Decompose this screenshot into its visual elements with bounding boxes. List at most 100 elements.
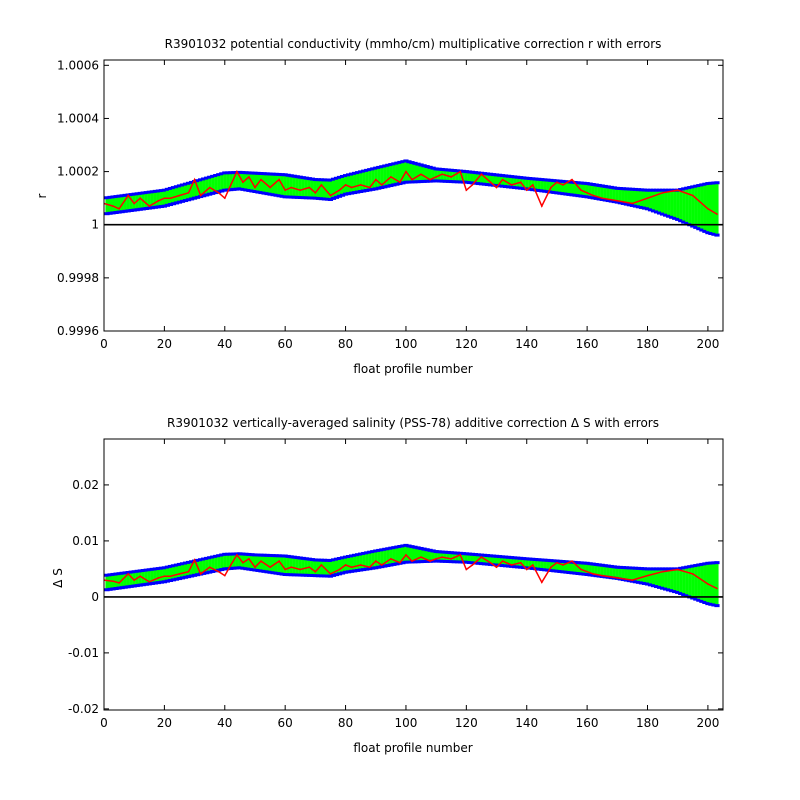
estimate-point bbox=[531, 564, 534, 566]
estimate-point bbox=[646, 574, 649, 577]
estimate-point bbox=[495, 566, 498, 569]
estimate-point bbox=[163, 197, 166, 199]
estimate-point bbox=[601, 197, 604, 199]
estimate-point bbox=[450, 176, 453, 178]
estimate-point bbox=[350, 186, 353, 189]
estimate-point bbox=[465, 568, 468, 571]
estimate-point bbox=[465, 189, 468, 191]
estimate-point bbox=[163, 575, 166, 577]
estimate-point bbox=[148, 580, 151, 583]
chart-title: R3901032 vertically-averaged salinity (P… bbox=[167, 416, 659, 430]
estimate-point bbox=[278, 178, 280, 181]
estimate-point bbox=[329, 573, 332, 575]
estimate-point bbox=[471, 184, 474, 186]
estimate-point bbox=[299, 189, 302, 191]
y-tick-label: 0.02 bbox=[72, 478, 99, 492]
estimate-point bbox=[290, 566, 293, 569]
estimate-point bbox=[495, 186, 498, 189]
estimate-point bbox=[459, 554, 462, 556]
estimate-point bbox=[368, 186, 371, 189]
estimate-point bbox=[344, 184, 347, 186]
estimate-point bbox=[692, 194, 694, 197]
estimate-point bbox=[571, 178, 573, 181]
plot-area: 0 20 40 60 80 100 120 140 160 180 200 0.9996 0.9998 1… bbox=[57, 58, 724, 351]
estimate-point bbox=[208, 186, 211, 189]
estimate-point bbox=[199, 194, 202, 197]
y-tick-label: -0.02 bbox=[68, 702, 99, 716]
estimate-point bbox=[127, 573, 129, 575]
plot-frame bbox=[103, 438, 724, 711]
estimate-point bbox=[550, 566, 552, 569]
estimate-point bbox=[178, 194, 181, 197]
estimate-point bbox=[217, 192, 220, 194]
estimate-point bbox=[338, 568, 341, 571]
x-tick-label: 40 bbox=[217, 716, 232, 730]
estimate-series-line bbox=[104, 169, 718, 215]
chart-title: R3901032 potential conductivity (mmho/cm… bbox=[165, 37, 662, 51]
x-axis-label: float profile number bbox=[353, 362, 472, 376]
plot-content bbox=[104, 543, 723, 608]
estimate-point bbox=[592, 194, 594, 197]
x-tick-label: 0 bbox=[100, 337, 108, 351]
estimate-point bbox=[399, 181, 401, 184]
estimate-point bbox=[501, 178, 504, 181]
estimate-point bbox=[541, 581, 543, 584]
estimate-point bbox=[359, 564, 362, 566]
y-axis-label: r bbox=[35, 193, 49, 198]
estimate-point bbox=[329, 194, 332, 197]
conductivity-correction-panel: R3901032 potential conductivity (mmho/cm… bbox=[35, 37, 724, 376]
estimate-point bbox=[556, 561, 558, 564]
estimate-point bbox=[299, 568, 302, 571]
x-tick-label: 100 bbox=[394, 337, 417, 351]
estimate-point bbox=[148, 205, 151, 207]
x-tick-label: 160 bbox=[576, 716, 599, 730]
estimate-point bbox=[631, 579, 634, 581]
estimate-point bbox=[692, 573, 694, 575]
estimate-point bbox=[112, 205, 114, 207]
estimate-point bbox=[525, 189, 528, 191]
estimate-point bbox=[556, 181, 558, 184]
estimate-point bbox=[133, 579, 135, 581]
estimate-point bbox=[308, 186, 311, 189]
estimate-point bbox=[661, 570, 664, 573]
x-tick-label: 60 bbox=[278, 716, 293, 730]
estimate-point bbox=[420, 173, 422, 176]
estimate-point bbox=[248, 558, 250, 560]
estimate-point bbox=[435, 558, 437, 560]
y-axis-label: Δ S bbox=[51, 568, 65, 588]
estimate-point bbox=[420, 556, 422, 558]
estimate-point bbox=[217, 570, 220, 573]
estimate-point bbox=[631, 202, 634, 205]
estimate-point bbox=[399, 561, 401, 564]
estimate-point bbox=[112, 580, 114, 583]
estimate-point bbox=[314, 570, 317, 573]
estimate-point bbox=[676, 568, 679, 571]
estimate-point bbox=[254, 186, 256, 189]
x-tick-label: 80 bbox=[338, 716, 353, 730]
x-tick-label: 180 bbox=[636, 337, 659, 351]
x-tick-label: 20 bbox=[157, 716, 172, 730]
estimate-point bbox=[411, 178, 413, 181]
estimate-point bbox=[344, 564, 347, 566]
estimate-point bbox=[661, 192, 664, 194]
x-tick-label: 140 bbox=[515, 337, 538, 351]
x-tick-label: 60 bbox=[278, 337, 293, 351]
estimate-point bbox=[459, 170, 462, 173]
estimate-point bbox=[390, 558, 392, 560]
estimate-point bbox=[308, 566, 311, 569]
x-tick-label: 100 bbox=[394, 716, 417, 730]
estimate-point bbox=[405, 170, 407, 173]
estimate-point bbox=[260, 178, 262, 181]
x-tick-label: 20 bbox=[157, 337, 172, 351]
estimate-point bbox=[118, 582, 120, 584]
estimate-point bbox=[501, 560, 504, 562]
estimate-point bbox=[405, 554, 407, 556]
estimate-point bbox=[320, 184, 323, 186]
estimate-point bbox=[510, 564, 513, 566]
estimate-point bbox=[260, 560, 262, 562]
estimate-point bbox=[519, 561, 522, 564]
x-tick-label: 200 bbox=[696, 716, 719, 730]
y-tick-label: 0 bbox=[91, 590, 99, 604]
x-tick-label: 200 bbox=[696, 337, 719, 351]
